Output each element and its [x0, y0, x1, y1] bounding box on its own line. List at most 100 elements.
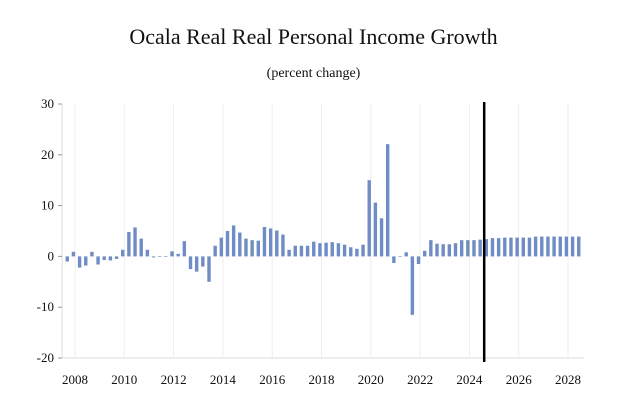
bar [361, 244, 365, 257]
bar [503, 237, 507, 257]
bar [472, 240, 476, 257]
bar [558, 236, 562, 257]
x-tick-label: 2010 [111, 372, 137, 387]
bar [447, 244, 452, 257]
bar [577, 236, 581, 257]
bar [96, 256, 100, 265]
bar [435, 243, 439, 257]
bar [429, 240, 433, 257]
bar [225, 231, 230, 257]
bar [509, 237, 513, 257]
bar [170, 251, 174, 257]
bar [490, 238, 495, 257]
bar [65, 256, 69, 262]
bar [496, 238, 501, 257]
bar [194, 256, 199, 272]
bar [478, 239, 482, 257]
bar [157, 256, 162, 257]
bar [305, 245, 310, 257]
bar [133, 227, 137, 257]
bar [324, 242, 328, 257]
bar [342, 244, 347, 257]
x-tick-label: 2008 [62, 372, 88, 387]
bar [250, 240, 254, 257]
bar [379, 218, 384, 257]
bar [102, 256, 106, 260]
bar [527, 237, 532, 257]
y-tick-label: 30 [41, 96, 54, 111]
x-tick-label: 2012 [161, 372, 187, 387]
y-tick-label: -10 [37, 299, 54, 314]
bar [373, 202, 378, 257]
bar [355, 248, 359, 257]
bar [176, 253, 180, 257]
bar [188, 256, 193, 270]
bar [182, 241, 187, 257]
bar [127, 232, 131, 257]
bar [262, 226, 267, 257]
bar [453, 243, 458, 257]
x-tick-label: 2020 [358, 372, 384, 387]
chart-title: Ocala Real Real Personal Income Growth [129, 24, 498, 49]
bar [570, 236, 575, 257]
bar [441, 244, 445, 257]
y-tick-label: 10 [41, 198, 54, 213]
x-tick-label: 2024 [456, 372, 483, 387]
x-tick-label: 2022 [407, 372, 433, 387]
bar [515, 237, 519, 257]
bar [392, 256, 396, 264]
bar [207, 256, 211, 282]
bar [349, 247, 353, 257]
x-tick-label: 2018 [309, 372, 335, 387]
bar [256, 240, 260, 257]
bar [268, 228, 273, 257]
bar [275, 230, 279, 257]
y-tick-label: 0 [48, 248, 55, 263]
bar [422, 250, 427, 257]
bar [533, 236, 538, 257]
bar [484, 239, 489, 257]
bar [386, 144, 390, 257]
bar [77, 256, 82, 268]
bar [145, 249, 150, 257]
bar [201, 256, 205, 267]
bar [312, 241, 316, 257]
bar [318, 243, 322, 257]
bar [398, 256, 402, 257]
bar [466, 240, 470, 257]
x-tick-label: 2014 [210, 372, 237, 387]
bar [336, 243, 341, 257]
bar [552, 236, 556, 257]
bar [540, 236, 544, 257]
x-tick-label: 2026 [506, 372, 533, 387]
bar [330, 242, 334, 257]
bar [121, 249, 125, 257]
bar [404, 252, 408, 257]
x-tick-label: 2028 [555, 372, 581, 387]
chart-subtitle: (percent change) [266, 66, 361, 81]
bar [71, 251, 76, 257]
y-tick-label: 20 [41, 147, 54, 162]
bar [564, 236, 569, 257]
bar [416, 256, 421, 265]
bar [299, 245, 304, 257]
y-tick-label: -20 [37, 350, 54, 365]
bar [90, 251, 94, 257]
bar [84, 256, 88, 266]
bar [546, 236, 550, 257]
bar [238, 232, 242, 257]
bar [151, 256, 156, 258]
x-tick-label: 2016 [259, 372, 286, 387]
bar [410, 256, 415, 315]
bar [164, 256, 168, 257]
bar [459, 240, 464, 257]
bar [287, 249, 291, 257]
bar [108, 256, 113, 261]
bar [139, 238, 143, 257]
bar [521, 237, 525, 257]
bar [367, 180, 371, 257]
bar [219, 237, 224, 257]
bar [244, 238, 248, 257]
bar [293, 245, 297, 257]
